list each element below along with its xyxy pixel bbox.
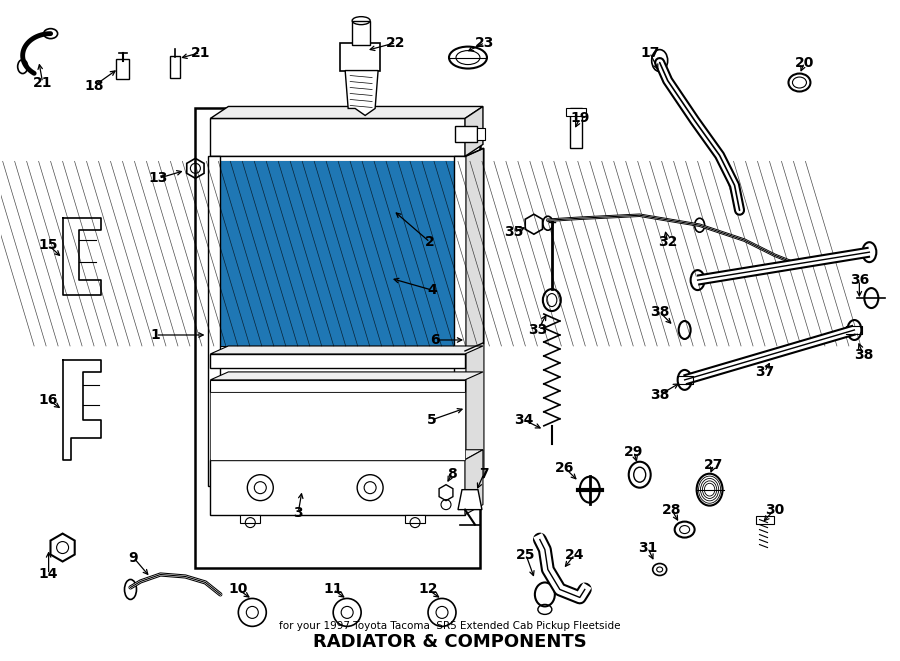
Bar (755, 516, 773, 524)
Text: 31: 31 (638, 541, 657, 555)
Text: 14: 14 (39, 568, 58, 582)
Bar (352, 20, 370, 44)
Bar (570, 108, 581, 148)
Text: 18: 18 (85, 79, 104, 93)
Text: 9: 9 (129, 551, 139, 564)
Text: 24: 24 (565, 547, 585, 562)
Bar (340, 42, 380, 71)
Text: 10: 10 (229, 582, 248, 596)
Text: 8: 8 (447, 467, 457, 481)
Bar (211, 118, 465, 157)
Text: 26: 26 (555, 461, 574, 475)
Text: 7: 7 (479, 467, 489, 481)
Bar (211, 460, 465, 515)
Text: 34: 34 (514, 413, 534, 427)
Text: 33: 33 (528, 323, 547, 337)
Text: 21: 21 (33, 75, 52, 89)
Text: 30: 30 (765, 502, 784, 517)
Text: 3: 3 (293, 506, 303, 520)
Text: 38: 38 (650, 305, 670, 319)
Polygon shape (465, 449, 483, 515)
Bar (115, 59, 130, 79)
Bar (454, 157, 466, 486)
Text: 11: 11 (323, 582, 343, 596)
Bar (566, 108, 586, 116)
Text: 37: 37 (755, 365, 774, 379)
Polygon shape (211, 449, 483, 460)
Bar (405, 515, 425, 523)
Text: 13: 13 (148, 171, 168, 185)
Polygon shape (458, 490, 482, 510)
Polygon shape (211, 346, 483, 354)
Bar (211, 392, 465, 460)
Text: 20: 20 (795, 56, 815, 69)
Bar (209, 157, 220, 486)
Bar (219, 161, 457, 346)
Text: 29: 29 (624, 445, 644, 459)
Polygon shape (346, 71, 378, 116)
Text: RADIATOR & COMPONENTS: RADIATOR & COMPONENTS (313, 633, 587, 651)
Text: 38: 38 (650, 388, 670, 402)
Text: 1: 1 (150, 328, 160, 342)
Text: 17: 17 (640, 46, 660, 59)
Bar (211, 380, 465, 392)
Text: 16: 16 (39, 393, 58, 407)
Bar (219, 161, 457, 346)
Text: for your 1997 Toyota Tacoma  SR5 Extended Cab Pickup Fleetside: for your 1997 Toyota Tacoma SR5 Extended… (279, 621, 621, 631)
Bar (477, 128, 485, 140)
Text: 4: 4 (428, 283, 436, 297)
Polygon shape (211, 372, 483, 380)
Text: 23: 23 (475, 36, 495, 50)
Bar (455, 126, 477, 142)
Text: 6: 6 (430, 333, 440, 347)
Bar (211, 157, 465, 351)
Text: 27: 27 (704, 457, 724, 472)
Polygon shape (466, 148, 484, 486)
Text: 28: 28 (662, 502, 681, 517)
Bar (195, 108, 480, 568)
Text: 32: 32 (658, 235, 678, 249)
Text: 22: 22 (386, 36, 406, 50)
Polygon shape (465, 106, 483, 157)
Polygon shape (211, 106, 483, 118)
Text: 2: 2 (425, 235, 435, 249)
Bar (211, 354, 465, 368)
Text: 38: 38 (854, 348, 873, 362)
Bar (240, 515, 260, 523)
Text: 19: 19 (570, 112, 590, 126)
Text: 15: 15 (39, 238, 58, 253)
Bar (170, 56, 180, 77)
Text: 5: 5 (428, 413, 436, 427)
Text: 35: 35 (504, 225, 524, 239)
Text: 12: 12 (418, 582, 437, 596)
Text: 21: 21 (191, 46, 210, 59)
Text: 36: 36 (850, 273, 869, 287)
Text: 25: 25 (516, 547, 536, 562)
